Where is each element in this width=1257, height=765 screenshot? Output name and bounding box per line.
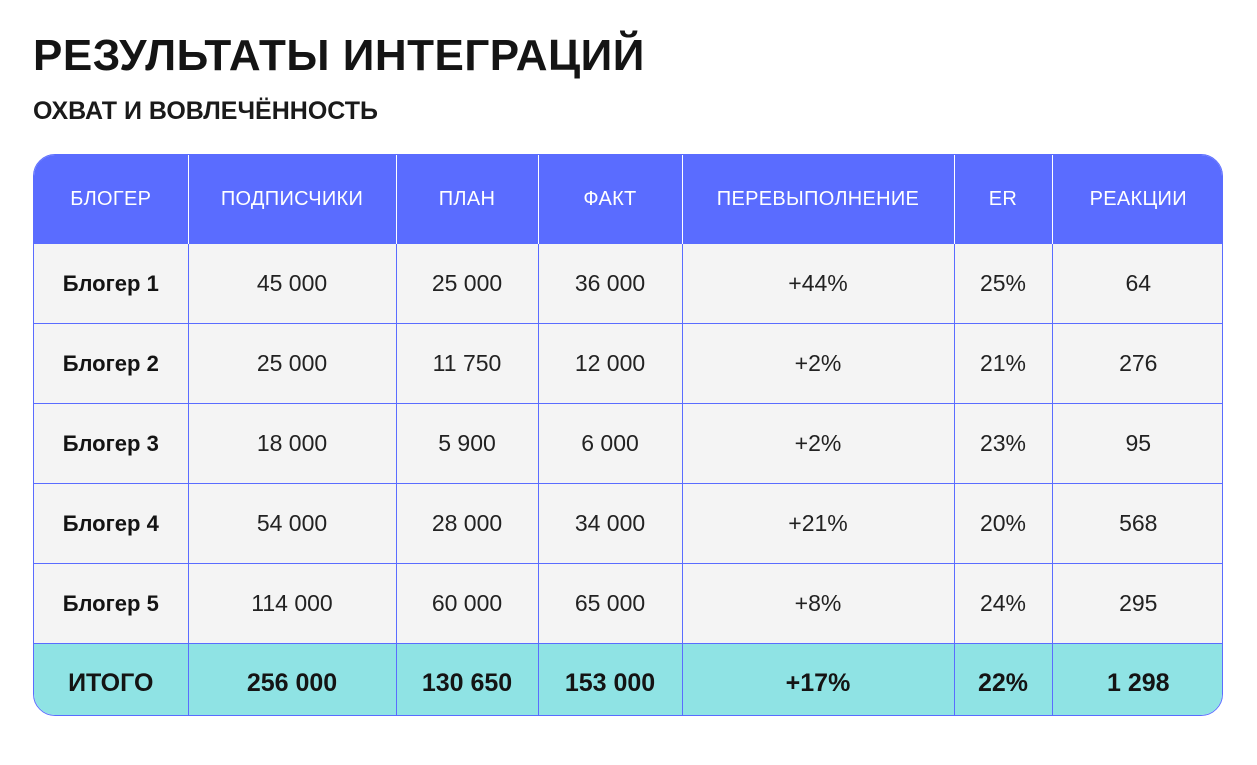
total-overfulfillment: +17% (682, 643, 955, 715)
fact-cell: 6 000 (538, 403, 683, 484)
table-row: Блогер 2 25 000 11 750 12 000 +2% 21% 27… (34, 323, 1222, 404)
reactions-cell: 95 (1052, 403, 1222, 484)
column-header-plan: ПЛАН (396, 155, 539, 244)
overfulfillment-cell: +21% (682, 483, 955, 564)
fact-cell: 65 000 (538, 563, 683, 644)
er-cell: 25% (954, 244, 1053, 324)
blogger-name: Блогер 2 (34, 323, 189, 404)
fact-cell: 12 000 (538, 323, 683, 404)
blogger-name: Блогер 3 (34, 403, 189, 484)
blogger-name: Блогер 5 (34, 563, 189, 644)
table-row: Блогер 5 114 000 60 000 65 000 +8% 24% 2… (34, 563, 1222, 644)
table-header-row: БЛОГЕР ПОДПИСЧИКИ ПЛАН ФАКТ ПЕРЕВЫПОЛНЕН… (34, 155, 1222, 244)
column-header-overfulfillment: ПЕРЕВЫПОЛНЕНИЕ (682, 155, 955, 244)
plan-cell: 25 000 (396, 244, 539, 324)
subscribers-cell: 54 000 (188, 483, 397, 564)
er-cell: 20% (954, 483, 1053, 564)
table-row: Блогер 3 18 000 5 900 6 000 +2% 23% 95 (34, 403, 1222, 484)
reactions-cell: 568 (1052, 483, 1222, 564)
overfulfillment-cell: +44% (682, 244, 955, 324)
column-header-fact: ФАКТ (538, 155, 683, 244)
subscribers-cell: 18 000 (188, 403, 397, 484)
reactions-cell: 295 (1052, 563, 1222, 644)
plan-cell: 5 900 (396, 403, 539, 484)
er-cell: 23% (954, 403, 1053, 484)
column-header-blogger: БЛОГЕР (34, 155, 189, 244)
column-header-reactions: РЕАКЦИИ (1052, 155, 1222, 244)
table-row: Блогер 4 54 000 28 000 34 000 +21% 20% 5… (34, 483, 1222, 564)
total-reactions: 1 298 (1052, 643, 1222, 715)
total-er: 22% (954, 643, 1053, 715)
blogger-name: Блогер 4 (34, 483, 189, 564)
page-title: РЕЗУЛЬТАТЫ ИНТЕГРАЦИЙ (33, 31, 645, 80)
column-header-subscribers: ПОДПИСЧИКИ (188, 155, 397, 244)
fact-cell: 34 000 (538, 483, 683, 564)
reactions-cell: 276 (1052, 323, 1222, 404)
table-row: Блогер 1 45 000 25 000 36 000 +44% 25% 6… (34, 244, 1222, 324)
subscribers-cell: 114 000 (188, 563, 397, 644)
results-table-container: БЛОГЕР ПОДПИСЧИКИ ПЛАН ФАКТ ПЕРЕВЫПОЛНЕН… (33, 154, 1223, 716)
total-subscribers: 256 000 (188, 643, 397, 715)
overfulfillment-cell: +8% (682, 563, 955, 644)
page-subtitle: ОХВАТ И ВОВЛЕЧЁННОСТЬ (33, 97, 378, 125)
total-fact: 153 000 (538, 643, 683, 715)
reactions-cell: 64 (1052, 244, 1222, 324)
er-cell: 21% (954, 323, 1053, 404)
total-label: ИТОГО (34, 643, 189, 715)
total-row: ИТОГО 256 000 130 650 153 000 +17% 22% 1… (34, 643, 1222, 715)
plan-cell: 11 750 (396, 323, 539, 404)
plan-cell: 28 000 (396, 483, 539, 564)
plan-cell: 60 000 (396, 563, 539, 644)
fact-cell: 36 000 (538, 244, 683, 324)
subscribers-cell: 45 000 (188, 244, 397, 324)
overfulfillment-cell: +2% (682, 323, 955, 404)
results-table: БЛОГЕР ПОДПИСЧИКИ ПЛАН ФАКТ ПЕРЕВЫПОЛНЕН… (34, 155, 1222, 715)
total-plan: 130 650 (396, 643, 539, 715)
er-cell: 24% (954, 563, 1053, 644)
subscribers-cell: 25 000 (188, 323, 397, 404)
blogger-name: Блогер 1 (34, 244, 189, 324)
overfulfillment-cell: +2% (682, 403, 955, 484)
column-header-er: ER (954, 155, 1053, 244)
